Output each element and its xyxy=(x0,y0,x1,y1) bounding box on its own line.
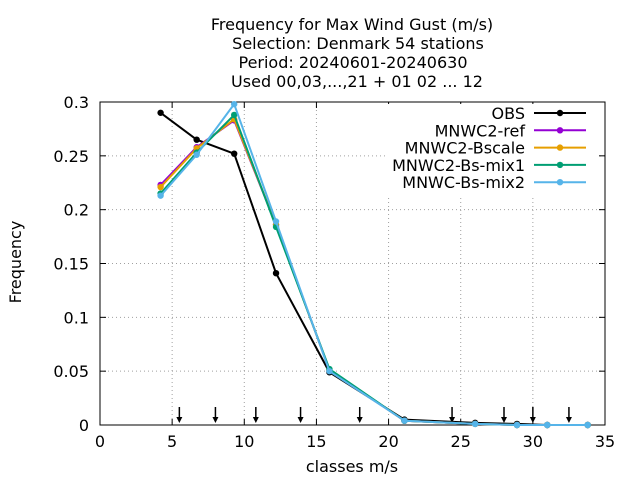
title-line-2: Selection: Denmark 54 stations xyxy=(232,34,484,53)
data-point-mnwc-bs-mix2 xyxy=(401,417,408,424)
data-point-obs xyxy=(272,269,280,277)
arrow-head xyxy=(356,417,363,423)
x-tick-label: 30 xyxy=(523,432,543,451)
down-arrow-icon xyxy=(501,407,507,423)
legend-label-mnwc2-bs-mix1: MNWC2-Bs-mix1 xyxy=(392,156,525,175)
arrow-head xyxy=(176,417,183,423)
data-point-mnwc-bs-mix2 xyxy=(544,421,551,429)
arrow-head xyxy=(212,417,219,423)
y-tick-label: 0.3 xyxy=(64,93,89,112)
data-point-mnwc2-bs-mix1 xyxy=(230,111,238,119)
legend-marker-mnwc2-bs-mix1 xyxy=(556,161,564,169)
series-line-mnwc-bs-mix2 xyxy=(159,103,588,426)
y-axis-label: Frequency xyxy=(6,221,25,304)
title-line-4: Used 00,03,...,21 + 01 02 ... 12 xyxy=(231,72,483,91)
data-point-mnwc-bs-mix2 xyxy=(272,218,280,225)
arrow-head xyxy=(297,417,304,423)
legend-label-mnwc-bs-mix2: MNWC-Bs-mix2 xyxy=(402,173,525,192)
down-arrow-icon xyxy=(212,407,219,423)
y-tick-label: 0.25 xyxy=(53,147,89,166)
data-point-obs xyxy=(193,136,200,143)
y-tick-label: 0.05 xyxy=(53,362,89,381)
down-arrow-icon xyxy=(529,407,536,423)
y-tick-label: 0.1 xyxy=(64,308,89,327)
down-arrow-icon xyxy=(356,407,363,423)
title-line-1: Frequency for Max Wind Gust (m/s) xyxy=(211,15,493,34)
data-point-mnwc-bs-mix2 xyxy=(193,151,200,158)
arrow-head xyxy=(252,417,259,423)
legend-label-obs: OBS xyxy=(492,104,525,123)
grid xyxy=(100,102,605,425)
data-point-obs xyxy=(230,150,238,157)
down-arrow-icon xyxy=(449,407,456,423)
data-point-mnwc2-bscale xyxy=(157,183,164,191)
y-tick-label: 0 xyxy=(79,416,89,435)
legend-marker-mnwc2-ref xyxy=(556,127,564,134)
series-group xyxy=(157,100,591,429)
x-axis-label: classes m/s xyxy=(306,457,398,476)
legend-background xyxy=(388,104,598,196)
data-point-mnwc-bs-mix2 xyxy=(230,100,238,108)
y-tick-label: 0.15 xyxy=(53,255,89,274)
y-tick-label: 0.2 xyxy=(64,201,89,220)
arrow-head xyxy=(565,417,572,423)
legend-marker-obs xyxy=(556,109,564,117)
data-point-mnwc-bs-mix2 xyxy=(513,421,521,429)
chart-title: Frequency for Max Wind Gust (m/s) Select… xyxy=(211,15,493,91)
title-line-3: Period: 20240601-20240630 xyxy=(238,53,467,72)
legend-marker-mnwc2-bscale xyxy=(556,144,564,151)
data-point-obs xyxy=(157,109,164,116)
data-point-mnwc-bs-mix2 xyxy=(157,192,164,199)
x-tick-label: 20 xyxy=(378,432,398,451)
legend-label-mnwc2-ref: MNWC2-ref xyxy=(435,121,526,140)
x-tick-label: 0 xyxy=(95,432,105,451)
x-tick-label: 10 xyxy=(234,432,254,451)
class-arrows xyxy=(176,407,572,423)
x-tick-label: 35 xyxy=(595,432,615,451)
axis-ticks: 0 5 10 15 20 25 30 35 0 0.05 0.1 0.15 0.2 0.25 0.3 xyxy=(53,93,615,451)
x-tick-label: 15 xyxy=(306,432,326,451)
arrow-head xyxy=(529,417,536,423)
x-tick-label: 5 xyxy=(167,432,177,451)
down-arrow-icon xyxy=(297,407,304,423)
down-arrow-icon xyxy=(252,407,259,423)
x-tick-label: 25 xyxy=(451,432,471,451)
data-point-mnwc-bs-mix2 xyxy=(584,421,591,429)
legend: OBSMNWC2-refMNWC2-BscaleMNWC2-Bs-mix1MNW… xyxy=(392,104,586,192)
arrow-head xyxy=(449,417,456,423)
legend-label-mnwc2-bscale: MNWC2-Bscale xyxy=(405,139,525,158)
data-point-mnwc-bs-mix2 xyxy=(326,367,333,375)
data-point-mnwc-bs-mix2 xyxy=(471,420,479,428)
arrow-head xyxy=(501,417,507,423)
down-arrow-icon xyxy=(176,407,183,423)
legend-marker-mnwc-bs-mix2 xyxy=(556,179,564,186)
down-arrow-icon xyxy=(565,407,572,423)
